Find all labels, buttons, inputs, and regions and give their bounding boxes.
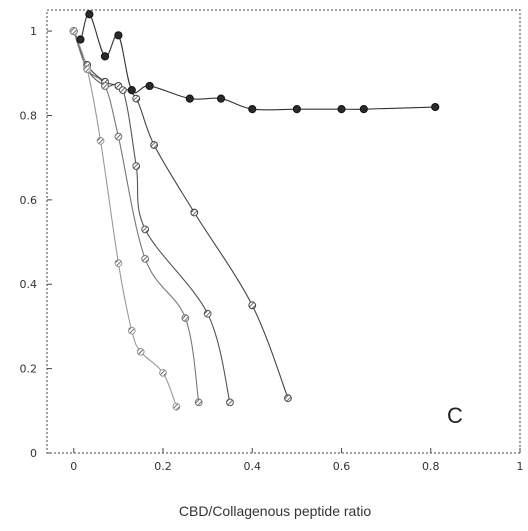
series-5-point (159, 368, 167, 377)
series-4-point (194, 398, 203, 407)
x-tick-label: 0.2 (154, 460, 172, 473)
panel-label: C (447, 403, 463, 428)
x-axis-label: CBD/Collagenous peptide ratio (179, 503, 371, 519)
series-3-point (141, 225, 150, 234)
series-1-point (145, 81, 154, 91)
series-5-point (96, 136, 105, 145)
series-2-point (248, 301, 257, 310)
series-1-point (114, 31, 123, 40)
series-5-point (83, 65, 92, 73)
series-4-line (73, 30, 200, 403)
series-3-point (226, 398, 234, 407)
series-5-point (69, 27, 78, 35)
series-5-point (127, 326, 136, 335)
series-4-point (141, 255, 150, 263)
series-1-point (359, 105, 368, 114)
y-tick-label: 1 (30, 25, 37, 38)
series-1-point (76, 35, 85, 44)
series-2-point (150, 141, 158, 149)
series-1-point (85, 10, 94, 19)
axis-ticks: 0 0.2 0.4 0.6 0.8 1 0 0.2 0.4 0.6 0.8 1 (20, 25, 524, 473)
series-2-point (284, 394, 292, 403)
series-3-point (132, 162, 141, 171)
series-1-point (127, 86, 136, 95)
series-2-point (132, 94, 141, 103)
y-tick-label: 0 (30, 447, 37, 460)
series-2-point (190, 208, 199, 217)
x-tick-label: 0.8 (422, 460, 440, 473)
x-tick-label: 0.6 (333, 460, 351, 473)
series-1-point (292, 105, 301, 114)
series-1-point (337, 105, 346, 114)
series-5-line (73, 30, 177, 407)
series-2-line (73, 30, 289, 399)
series-5-point (136, 347, 145, 356)
x-tick-label: 1 (517, 460, 524, 473)
series-5-point (172, 402, 181, 411)
series-points (69, 10, 440, 411)
series-1-line (73, 13, 436, 111)
x-tick-label: 0 (70, 460, 77, 473)
series-3-point (203, 309, 212, 318)
series-1-point (248, 105, 257, 114)
y-tick-label: 0.6 (20, 194, 38, 207)
x-tick-label: 0.4 (244, 460, 262, 473)
series-1-point (431, 102, 440, 112)
series-1-point (185, 94, 194, 103)
series-lines (73, 13, 436, 407)
series-4-point (181, 314, 190, 322)
series-4-point (101, 82, 109, 90)
series-5-point (114, 259, 123, 268)
series-3-point (118, 86, 127, 95)
y-tick-label: 0.4 (20, 278, 38, 291)
y-tick-label: 0.8 (20, 109, 38, 122)
series-1-point (100, 52, 110, 61)
series-1-point (216, 94, 226, 103)
series-4-point (114, 132, 123, 141)
y-tick-label: 0.2 (20, 363, 38, 376)
plot-frame (46, 9, 521, 454)
